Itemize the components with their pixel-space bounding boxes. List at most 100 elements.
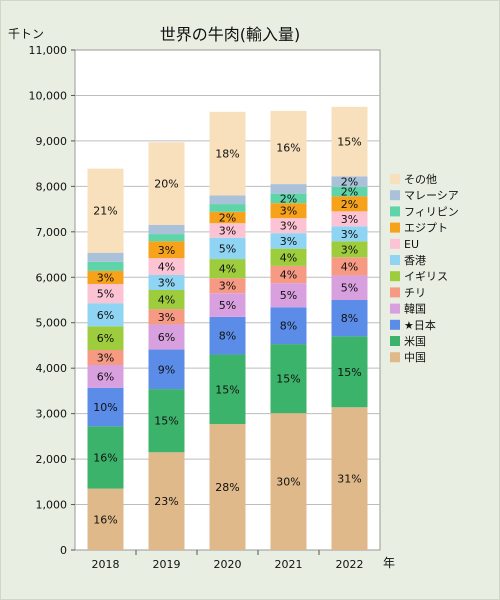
bar-segment	[270, 248, 307, 266]
bar-segment	[270, 193, 307, 204]
bar-segment	[331, 186, 368, 197]
bar-segment	[87, 303, 124, 327]
bar-segment	[87, 270, 124, 285]
bar-segment	[331, 257, 368, 276]
x-axis-unit-label: 年	[383, 556, 395, 570]
bar-segment	[331, 226, 368, 242]
bar-segment	[148, 234, 185, 242]
data-label: 5%	[97, 288, 114, 301]
bar-segment	[87, 488, 124, 550]
data-label: 3%	[280, 235, 297, 248]
bar-segment	[148, 241, 185, 259]
bar-segment	[148, 452, 185, 550]
bar-segment	[331, 241, 368, 258]
bar-segment	[148, 225, 185, 235]
legend-swatch	[390, 287, 400, 298]
data-label: 16%	[93, 452, 117, 465]
y-tick-label: 2,000	[36, 453, 68, 466]
legend-label: エジプト	[404, 222, 448, 235]
data-label: 4%	[219, 263, 236, 276]
bar-segment	[270, 184, 307, 194]
bar-segment	[209, 293, 246, 317]
data-label: 3%	[219, 280, 236, 293]
bar-segment	[209, 237, 246, 260]
data-label: 3%	[341, 213, 358, 226]
bar-segment	[209, 316, 246, 355]
bar-segment	[148, 290, 185, 310]
y-axis-unit-label: 千トン	[8, 27, 44, 41]
legend-label: マレーシア	[404, 189, 459, 202]
y-tick-label: 7,000	[36, 226, 68, 239]
bar-segment	[209, 204, 246, 212]
bar-segment	[209, 211, 246, 224]
data-label: 15%	[276, 373, 300, 386]
data-label: 15%	[215, 383, 239, 396]
legend-swatch	[390, 222, 400, 233]
bar-segment	[87, 261, 124, 271]
y-tick-label: 11,000	[29, 44, 68, 57]
data-label: 8%	[280, 320, 297, 333]
data-label: 6%	[97, 370, 114, 383]
bar-segment	[331, 300, 368, 337]
data-label: 15%	[337, 366, 361, 379]
y-tick-label: 8,000	[36, 180, 68, 193]
bar-segment	[209, 278, 246, 294]
bar-segment	[87, 326, 124, 350]
data-label: 4%	[341, 260, 358, 273]
data-label: 31%	[337, 473, 361, 486]
data-label: 3%	[280, 220, 297, 233]
legend-label: 韓国	[404, 303, 426, 316]
data-label: 21%	[93, 205, 117, 218]
data-label: 2%	[341, 198, 358, 211]
x-tick-label: 2019	[153, 558, 181, 571]
y-tick-label: 3,000	[36, 408, 68, 421]
bars-layer: 16% 16% 10% 6% 3% 6% 6% 5% 3% 21% 23% 15% 9% 6% 3% 4% 3%…	[87, 106, 368, 550]
bar-segment	[270, 265, 307, 284]
data-label: 2%	[280, 192, 297, 205]
y-tick-label: 0	[60, 544, 67, 557]
data-label: 6%	[158, 331, 175, 344]
legend-label: チリ	[404, 286, 426, 299]
data-label: 5%	[280, 289, 297, 302]
legend-label: 米国	[404, 335, 426, 348]
data-label: 3%	[158, 244, 175, 257]
bar-segment	[270, 203, 307, 219]
data-label: 3%	[341, 243, 358, 256]
bar-segment	[87, 350, 124, 365]
bar-segment	[270, 307, 307, 345]
bar-segment	[270, 283, 307, 308]
bar-segment	[148, 142, 185, 225]
legend-swatch	[390, 336, 400, 346]
data-label: 20%	[154, 178, 178, 191]
data-label: 3%	[219, 224, 236, 237]
data-label: 6%	[97, 309, 114, 322]
y-tick-label: 9,000	[36, 135, 68, 148]
x-tick-label: 2020	[214, 558, 242, 571]
bar-segment	[148, 258, 185, 275]
legend-label: 香港	[404, 254, 426, 267]
data-label: 15%	[154, 415, 178, 428]
data-label: 8%	[341, 312, 358, 325]
bar-segment	[209, 259, 246, 279]
data-label: 5%	[219, 242, 236, 255]
data-label: 2%	[341, 176, 358, 189]
data-label: 23%	[154, 495, 178, 508]
y-tick-label: 10,000	[29, 89, 68, 102]
legend-label: イギリス	[404, 270, 448, 283]
data-label: 16%	[276, 142, 300, 155]
legend-label: ★日本	[404, 318, 436, 332]
bar-segment	[270, 344, 307, 414]
legend-swatch	[390, 255, 400, 265]
data-label: 5%	[219, 299, 236, 312]
data-label: 3%	[280, 205, 297, 218]
x-tick-label: 2018	[92, 558, 120, 571]
data-label: 6%	[97, 332, 114, 345]
data-label: 15%	[337, 136, 361, 149]
data-label: 30%	[276, 476, 300, 489]
data-label: 3%	[97, 272, 114, 285]
bar-segment	[87, 387, 124, 427]
bar-segment	[87, 252, 124, 262]
legend-swatch	[390, 190, 400, 201]
data-label: 4%	[158, 294, 175, 307]
